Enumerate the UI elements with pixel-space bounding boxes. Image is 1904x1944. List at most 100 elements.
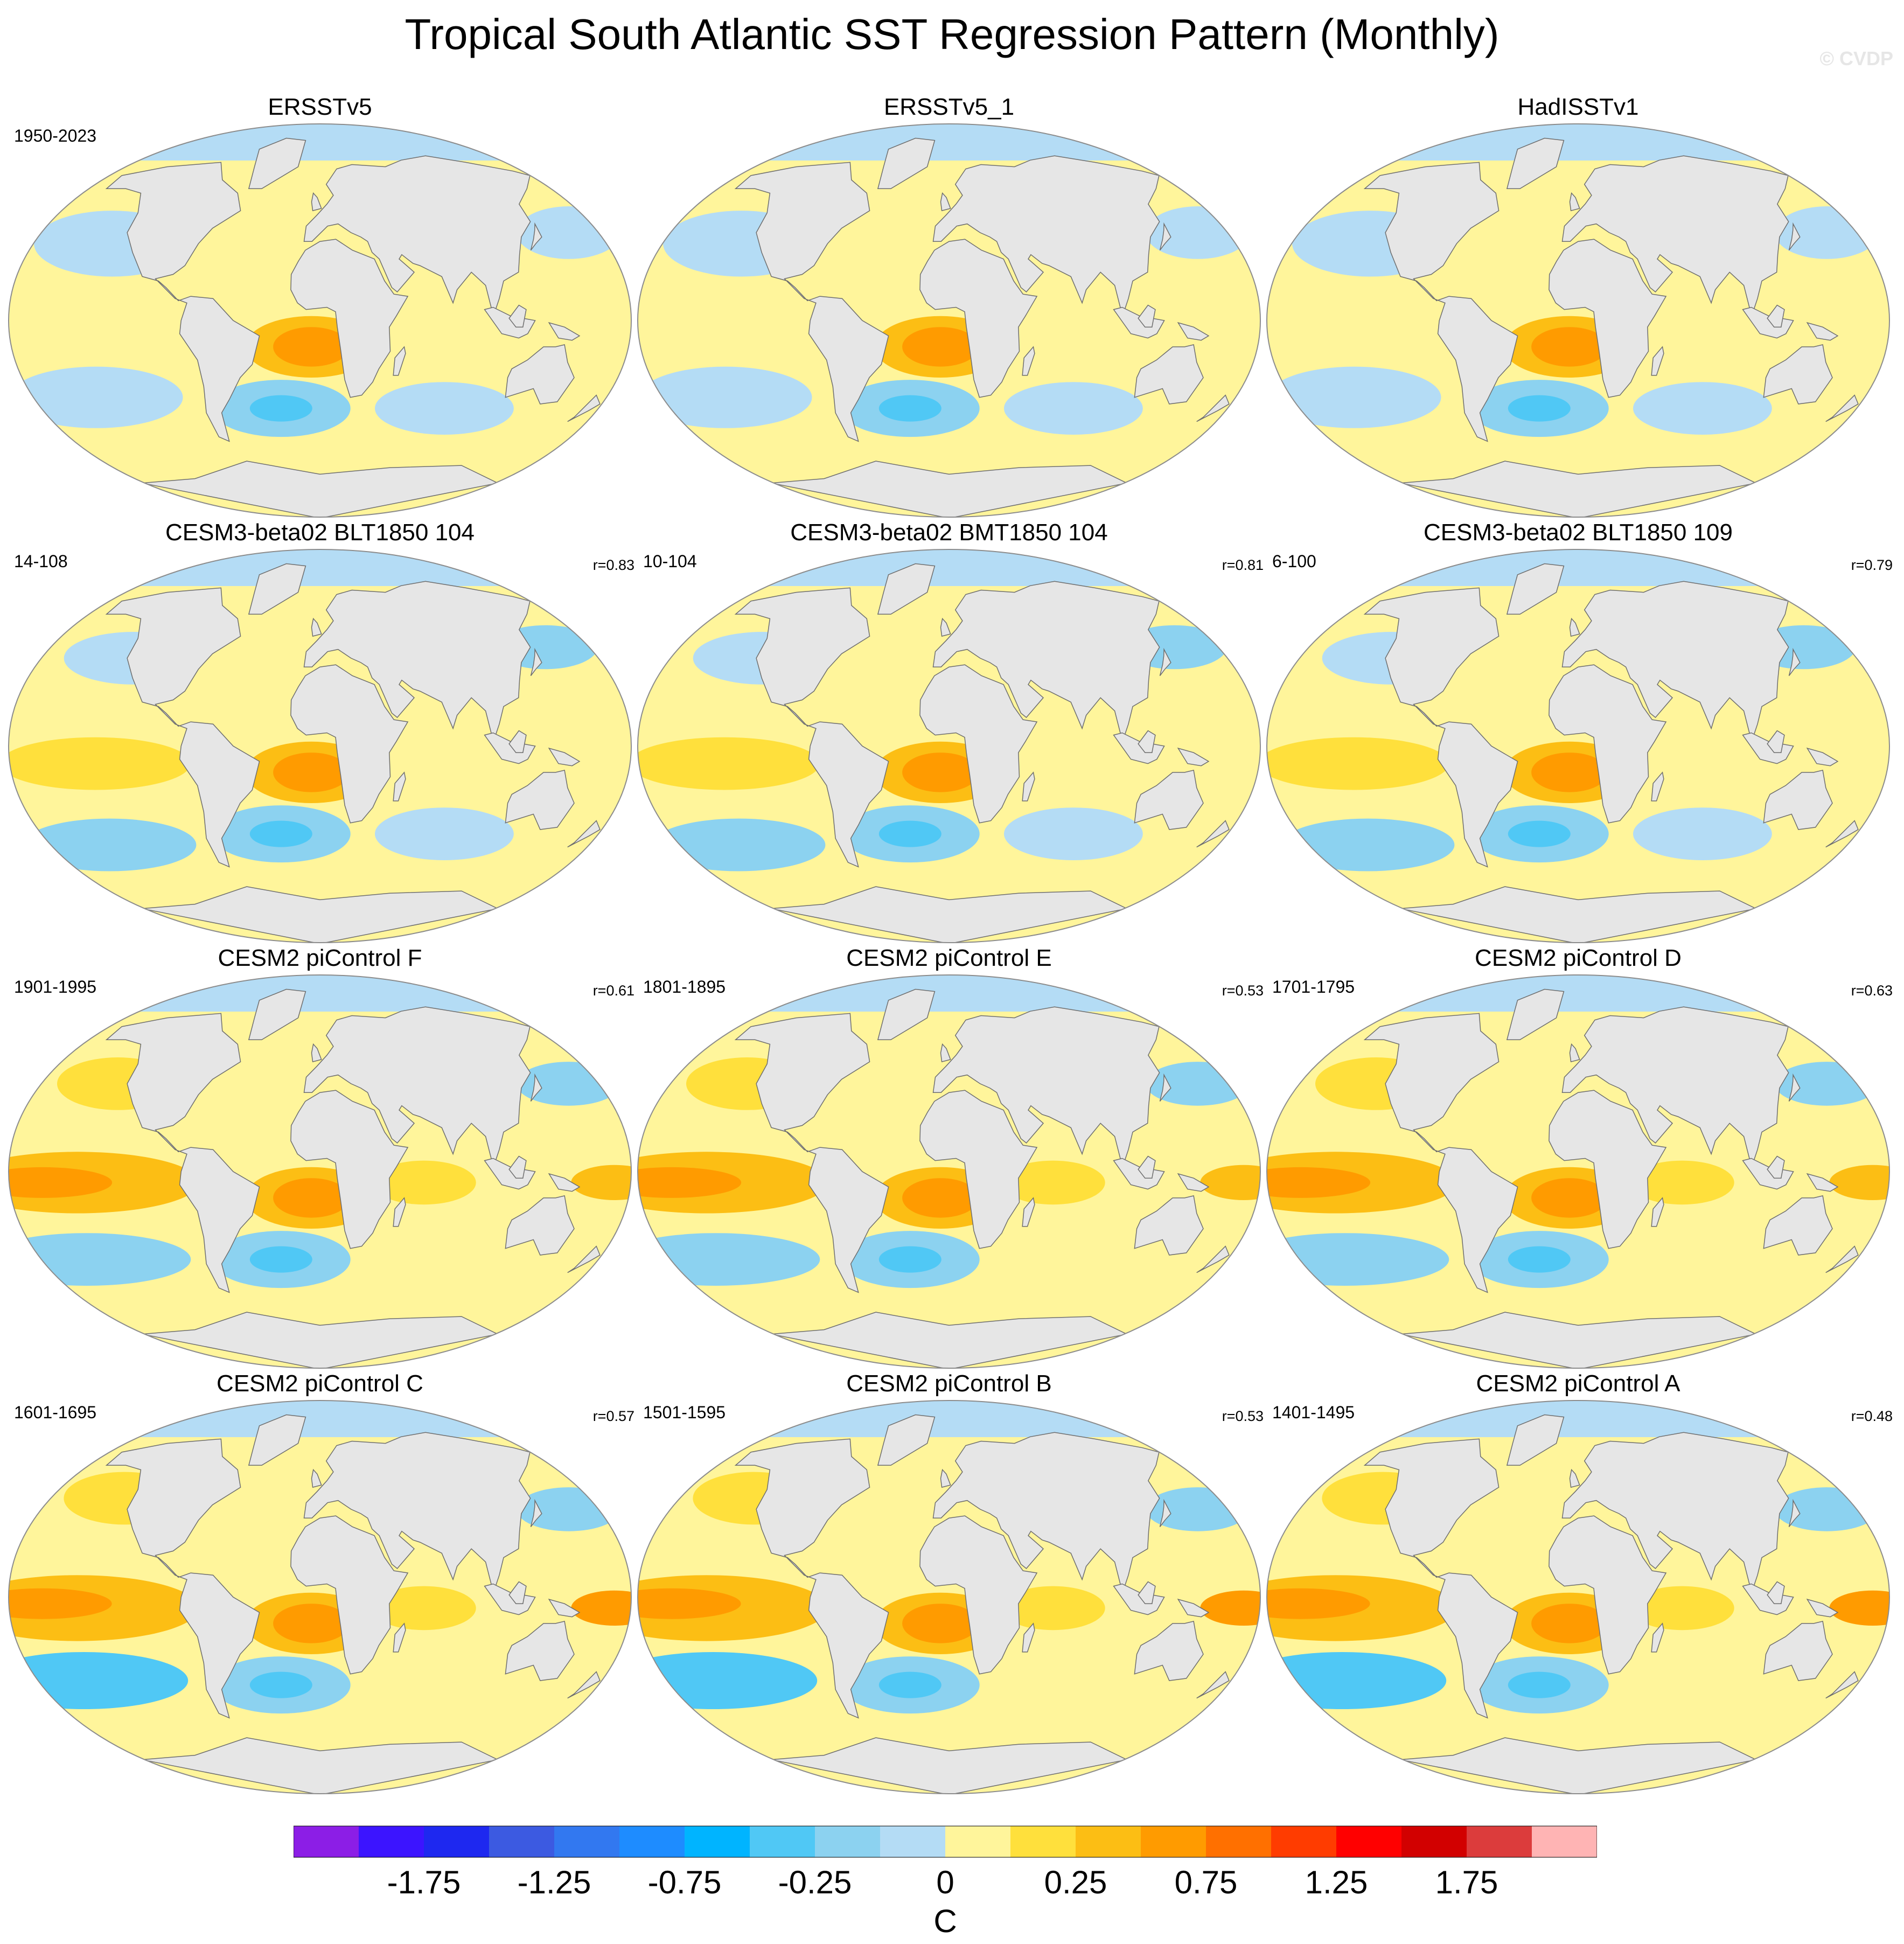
land-newguinea <box>1806 1173 1839 1192</box>
land-newguinea <box>1177 1173 1210 1192</box>
colorbar-swatch <box>294 1826 359 1857</box>
sst-anomaly-contour <box>638 366 812 428</box>
land-madagascar <box>393 1622 406 1653</box>
colorbar-swatch <box>1271 1826 1336 1857</box>
sst-anomaly-contour <box>9 1167 113 1198</box>
sst-anomaly-contour <box>1004 807 1143 860</box>
sst-anomaly-contour <box>1001 1160 1105 1205</box>
sst-anomaly-contour <box>9 366 183 428</box>
land-nz <box>1196 394 1230 422</box>
sst-anomaly-contour <box>372 1160 476 1205</box>
land-antarctica <box>142 886 499 943</box>
map-border <box>637 1400 1261 1794</box>
sst-anomaly-contour <box>1200 1165 1260 1200</box>
panel-period: 10-104 <box>643 552 697 571</box>
colorbar-swatch <box>554 1826 619 1857</box>
sst-anomaly-contour <box>571 1165 631 1200</box>
land-eurasia <box>932 155 1160 318</box>
land-eurasia <box>932 1432 1160 1594</box>
panel-title: CESM3-beta02 BMT1850 104 <box>790 519 1108 546</box>
land-australia <box>1763 344 1833 405</box>
world-map <box>1266 1400 1890 1794</box>
land-africa <box>919 1090 1038 1249</box>
land-antarctica <box>142 1737 499 1794</box>
sst-anomaly-contour <box>638 1588 741 1619</box>
sst-field-polar <box>1267 1400 1889 1437</box>
land-eurasia <box>303 1006 531 1169</box>
land-nz <box>1825 1671 1859 1699</box>
world-map <box>8 1400 632 1794</box>
land-japan <box>1788 647 1801 676</box>
land-greenland <box>877 1414 936 1466</box>
land-americas <box>734 1013 889 1293</box>
map-panel: HadISSTv1 <box>1264 93 1893 518</box>
sst-anomaly-contour <box>1267 1167 1371 1198</box>
colorbar-swatch <box>1076 1826 1141 1857</box>
colorbar-outline <box>294 1825 1597 1858</box>
land-australia <box>1134 1195 1204 1256</box>
colorbar-swatch <box>1467 1826 1532 1857</box>
sst-anomaly-contour <box>375 807 514 860</box>
land-antarctica <box>1400 1312 1757 1368</box>
land-australia <box>505 1620 575 1681</box>
panel-correlation: r=0.61 <box>592 983 634 999</box>
sst-anomaly-contour <box>1508 820 1571 847</box>
panel-title: CESM2 piControl F <box>218 945 422 971</box>
land-uk <box>311 192 322 212</box>
map-panel: CESM3-beta02 BMT1850 104 10-104 r=0.81 <box>634 518 1264 944</box>
land-borneo <box>508 1581 527 1604</box>
colorbar-tick-label: 0.25 <box>1044 1864 1107 1900</box>
land-madagascar <box>1651 346 1664 376</box>
land-nz <box>567 820 601 848</box>
land-australia <box>1134 1620 1204 1681</box>
panel-title: CESM2 piControl A <box>1476 1370 1680 1397</box>
sst-anomaly-contour <box>273 327 350 367</box>
land-greenland <box>248 137 306 190</box>
land-africa <box>1549 1515 1667 1675</box>
land-japan <box>1788 222 1801 250</box>
panel-period: 14-108 <box>14 552 68 571</box>
land-japan <box>1159 1073 1171 1102</box>
land-asia-islands <box>1742 1583 1794 1615</box>
land-nz <box>567 394 601 422</box>
land-americas <box>105 587 260 868</box>
sst-anomaly-contour <box>571 1590 631 1626</box>
land-eurasia <box>303 581 531 743</box>
land-australia <box>1763 769 1833 830</box>
sst-anomaly-contour <box>1004 382 1143 435</box>
land-japan <box>530 647 542 676</box>
sst-anomaly-contour <box>375 382 514 435</box>
colorbar-swatch <box>359 1826 424 1857</box>
colorbar-swatch <box>750 1826 815 1857</box>
panel-period: 1601-1695 <box>14 1403 97 1422</box>
land-greenland <box>248 563 306 615</box>
figure-title: Tropical South Atlantic SST Regression P… <box>404 10 1500 58</box>
sst-anomaly-contour <box>9 737 191 790</box>
land-uk <box>311 1043 322 1063</box>
map-border <box>1266 123 1890 518</box>
colorbar-swatch <box>880 1826 945 1857</box>
sst-anomaly-contour <box>372 1586 476 1631</box>
sst-anomaly-contour <box>1508 1246 1571 1273</box>
land-greenland <box>248 988 306 1041</box>
land-japan <box>1159 222 1171 250</box>
land-madagascar <box>1022 1622 1035 1653</box>
sst-anomaly-contour <box>1001 1586 1105 1631</box>
sst-anomaly-contour <box>1531 1178 1608 1218</box>
land-nz <box>1825 1245 1859 1273</box>
land-australia <box>1763 1620 1833 1681</box>
land-japan <box>530 222 542 250</box>
sst-field-polar <box>9 124 631 161</box>
sst-field-polar <box>638 124 1260 161</box>
sst-field-polar <box>9 549 631 586</box>
map-border <box>1266 549 1890 943</box>
map-panel: CESM2 piControl A 1401-1495 r=0.48 <box>1264 1369 1893 1795</box>
land-newguinea <box>1177 322 1210 341</box>
panel-title: CESM3-beta02 BLT1850 104 <box>165 519 475 546</box>
sst-field-polar <box>638 975 1260 1012</box>
land-antarctica <box>771 1312 1128 1368</box>
map-border <box>8 549 632 943</box>
sst-anomaly-contour <box>878 395 941 422</box>
land-madagascar <box>1022 346 1035 376</box>
land-borneo <box>1767 730 1785 753</box>
